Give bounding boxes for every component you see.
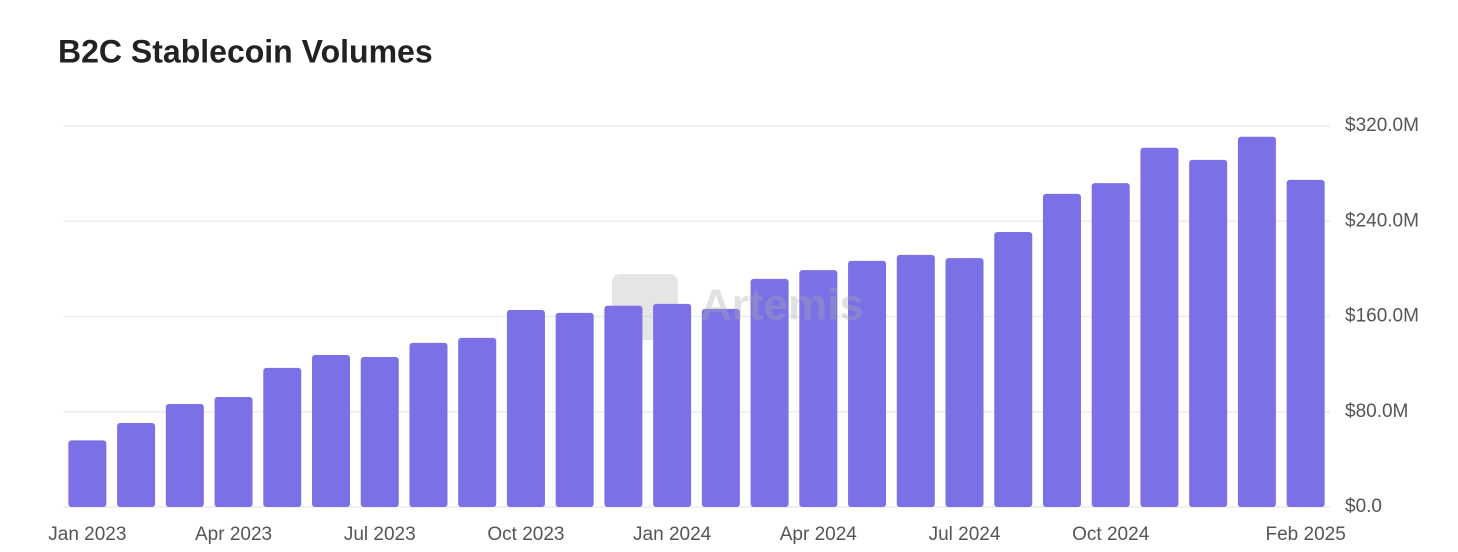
- bar: [1091, 183, 1130, 507]
- y-tick-label: $160.0M: [1345, 306, 1419, 327]
- bar: [994, 231, 1033, 507]
- x-tick-label: Feb 2025: [1265, 524, 1345, 545]
- y-tick-label: $80.0M: [1345, 401, 1408, 422]
- x-tick-label: Jul 2023: [344, 524, 416, 545]
- bar: [458, 337, 497, 507]
- bar: [750, 278, 789, 507]
- y-tick-label: $320.0M: [1345, 115, 1419, 136]
- x-tick-label: Jan 2024: [633, 524, 712, 545]
- bar: [848, 260, 887, 507]
- bar: [1189, 159, 1228, 507]
- bar: [360, 356, 399, 507]
- x-tick-label: Apr 2024: [780, 524, 858, 545]
- bar: [701, 308, 740, 507]
- bar: [165, 404, 204, 507]
- y-tick-label: $240.0M: [1345, 210, 1419, 231]
- bar: [312, 354, 351, 507]
- x-tick-label: Jul 2024: [929, 524, 1001, 545]
- bar: [555, 312, 594, 507]
- x-tick-label: Oct 2024: [1072, 524, 1150, 545]
- bar: [1237, 136, 1276, 507]
- bar: [409, 342, 448, 507]
- bar: [653, 303, 692, 507]
- x-tick-label: Jan 2023: [48, 524, 126, 545]
- bar: [263, 367, 302, 507]
- chart-title: B2C Stablecoin Volumes: [58, 33, 433, 69]
- x-tick-label: Oct 2023: [487, 524, 564, 545]
- bar: [799, 270, 838, 507]
- x-tick-label: Apr 2023: [195, 524, 272, 545]
- bar: [604, 305, 643, 507]
- bar: [896, 254, 935, 507]
- bar: [1042, 193, 1081, 507]
- bar: [117, 422, 156, 507]
- bar: [68, 440, 107, 507]
- bar: [214, 396, 253, 507]
- bar: [506, 309, 545, 507]
- bar: [945, 258, 984, 507]
- bar: [1140, 147, 1179, 507]
- bar: [1286, 179, 1325, 507]
- watermark: Artemis: [700, 281, 864, 330]
- y-tick-label: $0.0: [1345, 496, 1382, 517]
